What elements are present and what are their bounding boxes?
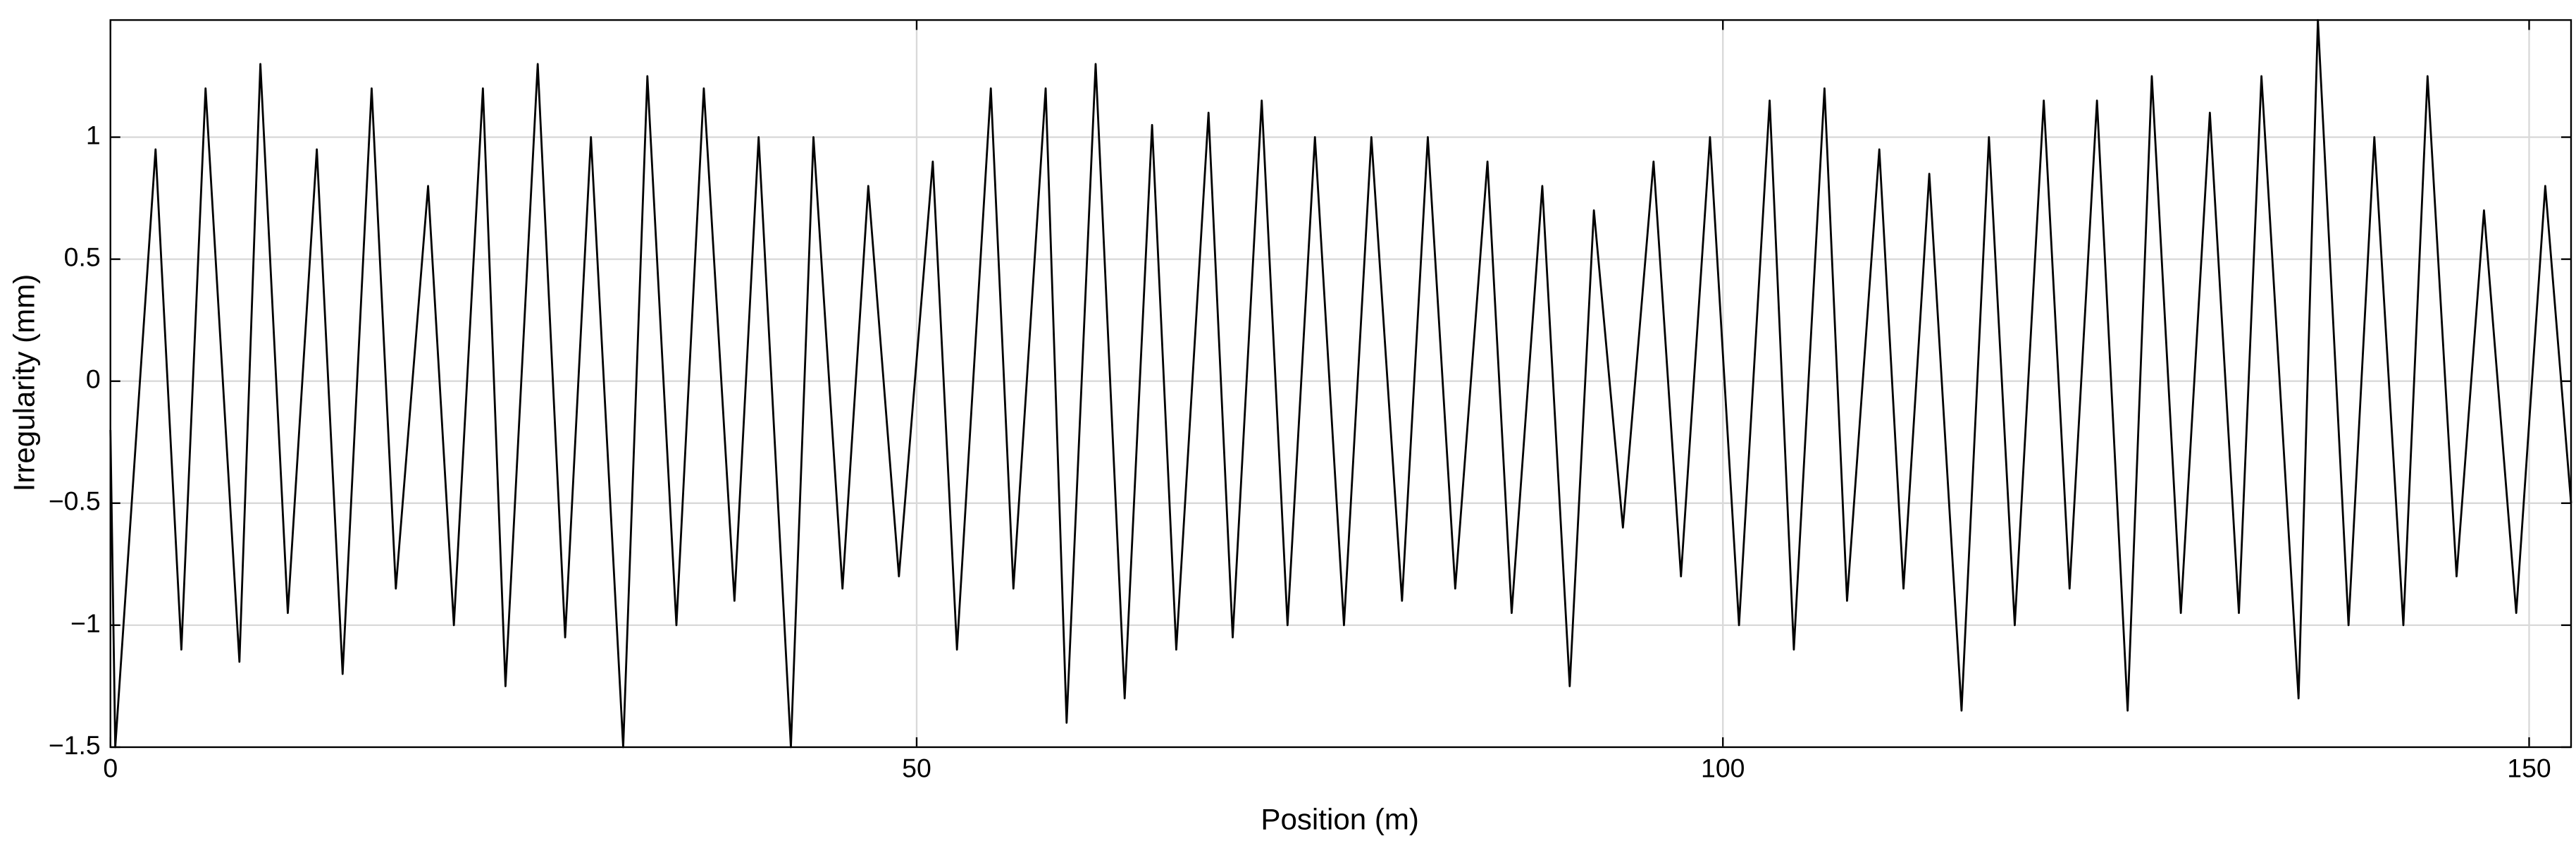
y-tick-label: 0.5 <box>64 242 101 272</box>
y-tick-label: 1 <box>86 120 101 149</box>
y-tick-label: −1.5 <box>49 730 101 760</box>
x-tick-label: 150 <box>2507 754 2551 783</box>
y-tick-label: 0 <box>86 364 101 394</box>
y-tick-label: −1 <box>70 608 101 638</box>
x-tick-label: 0 <box>103 754 118 783</box>
x-tick-label: 100 <box>1701 754 1745 783</box>
data-line <box>109 19 2572 749</box>
y-axis-label: Irregularity (mm) <box>8 274 41 492</box>
plot-frame <box>109 19 2572 749</box>
y-tick-label: −0.5 <box>49 486 101 516</box>
x-axis-label: Position (m) <box>1261 802 1419 835</box>
x-tick-label: 50 <box>902 754 931 783</box>
